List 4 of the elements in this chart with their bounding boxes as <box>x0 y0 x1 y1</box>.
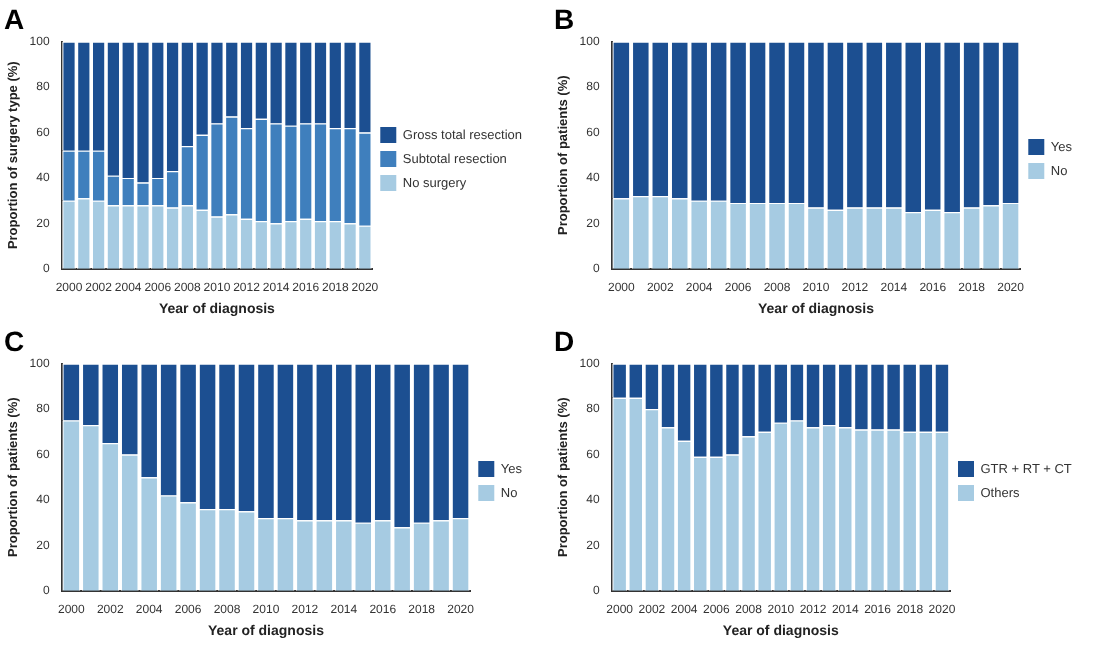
chart-title: A <box>4 2 25 35</box>
chart-title: C <box>4 324 25 357</box>
chart-title: D <box>554 324 575 357</box>
chart-title: B <box>554 2 575 35</box>
